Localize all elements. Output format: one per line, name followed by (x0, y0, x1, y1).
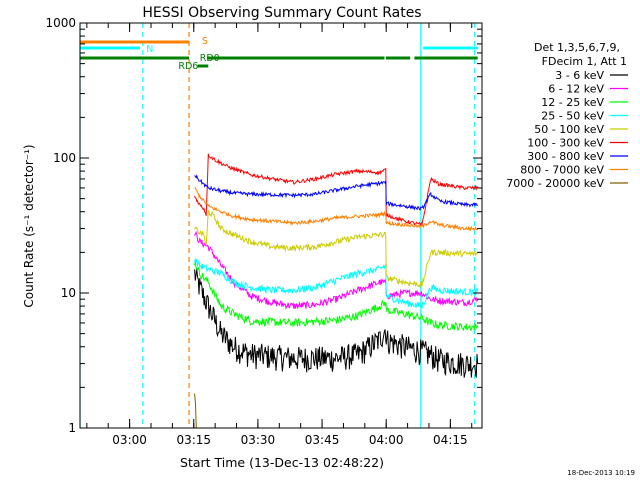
chart-title: HESSI Observing Summary Count Rates (142, 5, 421, 21)
x-tick-label-4: 04:00 (369, 433, 404, 447)
legend-label-7: 800 - 7000 keV (520, 164, 604, 177)
series-line-6 (194, 174, 479, 211)
legend-label-4: 50 - 100 keV (534, 123, 604, 136)
status-bar-label-rd0: RD0 (200, 53, 220, 64)
x-tick-label-1: 03:15 (176, 433, 211, 447)
legend-label-3: 25 - 50 keV (541, 110, 604, 123)
legend-label-1: 6 - 12 keV (548, 83, 604, 96)
status-bar-label-n: N (146, 44, 153, 55)
timestamp: 18-Dec-2013 10:19 (567, 469, 635, 477)
series-line-1 (194, 230, 479, 311)
axis-ticks: 1 10 100 1000 03:00 03:15 03:30 03:45 04:00 04:15 (45, 16, 482, 447)
series-line-0 (194, 267, 479, 379)
status-bar-label-s: S (202, 36, 208, 47)
legend-label-5: 100 - 300 keV (527, 137, 604, 150)
y-tick-label-2: 100 (53, 151, 76, 165)
y-tick-label-1: 10 (61, 286, 76, 300)
series-line-3 (194, 257, 479, 309)
x-tick-label-5: 04:15 (433, 433, 468, 447)
series-line-2 (194, 261, 479, 332)
x-axis-label: Start Time (13-Dec-13 02:48:22) (180, 455, 384, 470)
series-line-4 (194, 209, 478, 289)
legend-header-line-2: FDecim 1, Att 1 (542, 55, 627, 68)
legend-label-2: 12 - 25 keV (541, 96, 604, 109)
y-axis-label: Count Rate (s⁻¹ detector⁻¹) (22, 144, 36, 307)
x-tick-label-2: 03:30 (241, 433, 276, 447)
series-line-7 (194, 187, 479, 232)
legend-label-8: 7000 - 20000 keV (506, 177, 604, 190)
legend-label-0: 3 - 6 keV (555, 69, 604, 82)
series-line-5 (194, 153, 479, 227)
y-tick-label-0: 1 (68, 421, 76, 435)
x-tick-label-3: 03:45 (305, 433, 340, 447)
x-tick-label-0: 03:00 (112, 433, 147, 447)
status-bar-label-rd6: RD6 (178, 61, 198, 72)
series-line-8 (194, 393, 478, 428)
y-tick-label-3: 1000 (45, 16, 76, 30)
axes-frame (79, 22, 483, 429)
legend-label-6: 300 - 800 keV (527, 150, 604, 163)
legend-header-line-1: Det 1,3,5,6,7,9, (534, 41, 620, 54)
